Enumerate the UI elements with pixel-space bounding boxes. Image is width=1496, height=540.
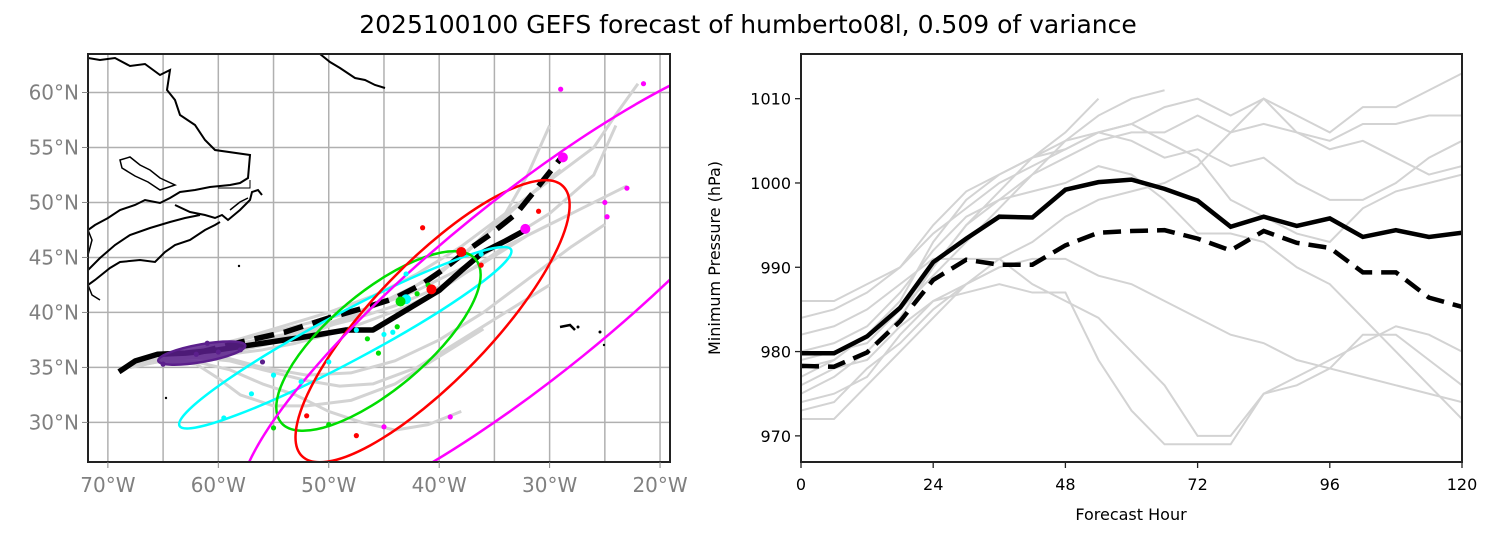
member-position-point	[478, 251, 484, 257]
coastline	[88, 54, 606, 400]
member-position-point	[604, 214, 610, 220]
pressure-y-tick-label: 980	[760, 343, 791, 362]
pressure-y-tick-label: 1000	[750, 174, 791, 193]
map-y-tick-label: 60°N	[29, 80, 79, 104]
member-position-point	[375, 350, 382, 356]
map-y-tick-label: 30°N	[29, 410, 79, 434]
uncertainty-ellipse	[156, 340, 247, 366]
member-position-point	[364, 336, 371, 342]
pressure-member-line	[801, 283, 1462, 446]
member-positions	[160, 81, 647, 439]
pressure-means	[801, 177, 1462, 370]
mean-position-point	[456, 246, 467, 257]
pressure-frame	[800, 53, 1463, 463]
pressure-member-line	[801, 122, 1462, 421]
mean-track-dashed	[195, 156, 563, 356]
member-position-point	[624, 185, 630, 191]
y-axis-label: Minimum Pressure (hPa)	[705, 161, 724, 355]
member-track	[129, 283, 551, 388]
mean-position-point	[557, 152, 568, 163]
member-position-point	[193, 351, 199, 357]
map-x-tick-label: 50°W	[301, 473, 356, 497]
member-position-point	[447, 414, 453, 420]
member-position-point	[381, 331, 387, 338]
pressure-mean-solid	[801, 177, 1462, 356]
member-position-point	[602, 199, 608, 206]
figure-title: 2025100100 GEFS forecast of humberto08l,…	[359, 10, 1137, 39]
map-y-tick-label: 55°N	[29, 135, 79, 159]
mean-position-point	[426, 284, 437, 295]
member-position-point	[304, 413, 310, 419]
pressure-member-line	[801, 257, 1462, 437]
pressure-y-tick-label: 970	[760, 427, 791, 446]
map-y-tick-label: 40°N	[29, 300, 79, 324]
member-position-point	[353, 327, 359, 333]
map-x-tick-label: 20°W	[632, 473, 687, 497]
member-position-point	[248, 391, 255, 397]
member-position-point	[204, 340, 210, 346]
pressure-member-line	[801, 257, 1462, 404]
pressure-member-line	[801, 165, 1462, 420]
pressure-x-tick-label: 0	[796, 475, 806, 494]
member-position-point	[160, 361, 166, 367]
map-y-tick-label: 50°N	[29, 190, 79, 214]
uncertainty-ellipse	[294, 178, 571, 462]
member-position-point	[326, 422, 332, 428]
member-track	[129, 184, 628, 369]
map-y-tick-label: 45°N	[29, 245, 79, 269]
mean-position-point	[395, 296, 406, 307]
pressure-member-line	[801, 72, 1462, 378]
map-x-tick-label: 70°W	[80, 473, 135, 497]
member-position-point	[390, 329, 396, 335]
pressure-axes: 0 24 48 72 96 120 970 980 990 1000 1010 Forecast H…	[705, 53, 1478, 524]
pressure-member-line	[801, 266, 1000, 412]
pressure-member-line	[801, 122, 1462, 302]
map-frame	[87, 53, 671, 463]
pressure-member-line	[801, 97, 1462, 395]
map-x-tick-label: 40°W	[412, 473, 467, 497]
member-position-point	[394, 324, 400, 330]
member-position-point	[259, 359, 266, 365]
member-position-point	[298, 379, 304, 385]
uncertainty-ellipses	[156, 54, 670, 462]
pressure-member-line	[801, 131, 1462, 319]
member-position-point	[640, 81, 647, 87]
member-position-point	[381, 424, 387, 430]
pressure-members	[801, 72, 1462, 446]
pressure-x-tick-label: 24	[923, 475, 943, 494]
member-position-point	[353, 433, 359, 439]
member-position-point	[237, 347, 244, 353]
member-position-point	[403, 271, 409, 277]
uncertainty-ellipse	[237, 54, 670, 462]
member-position-point	[535, 208, 542, 214]
pressure-mean-dashed	[801, 227, 1462, 370]
map-y-tick-label: 35°N	[29, 355, 79, 379]
member-position-point	[558, 86, 564, 92]
pressure-y-tick-label: 990	[760, 258, 791, 277]
member-position-point	[478, 262, 484, 268]
member-position-point	[221, 415, 227, 421]
track-map-axes: 70°W 60°W 50°W 40°W 30°W 20°W 30°N 35°N 40°N 45°N…	[29, 53, 688, 497]
member-position-point	[270, 425, 277, 431]
pressure-member-line	[801, 97, 1100, 370]
x-axis-label: Forecast Hour	[1075, 505, 1187, 524]
member-position-point	[326, 359, 332, 365]
pressure-x-tick-label: 72	[1187, 475, 1207, 494]
member-position-point	[270, 372, 277, 378]
pressure-x-tick-label: 48	[1055, 475, 1075, 494]
map-x-tick-label: 60°W	[191, 473, 246, 497]
member-position-point	[420, 225, 426, 231]
member-position-point	[215, 349, 221, 355]
uncertainty-ellipse	[275, 250, 482, 433]
pressure-y-tick-label: 1010	[750, 90, 791, 109]
map-x-tick-label: 30°W	[522, 473, 577, 497]
pressure-x-tick-label: 120	[1447, 475, 1478, 494]
member-position-point	[414, 291, 420, 297]
pressure-x-tick-label: 96	[1320, 475, 1340, 494]
mean-position-point	[520, 223, 531, 234]
